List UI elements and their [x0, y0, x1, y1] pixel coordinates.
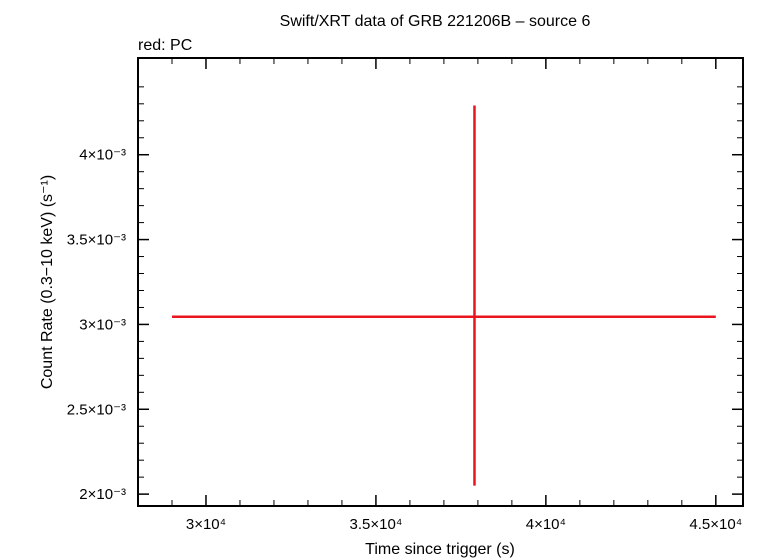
y-tick-label: 2×10⁻³	[79, 486, 126, 503]
y-tick-label: 3×10⁻³	[79, 316, 126, 333]
y-tick-label: 4×10⁻³	[79, 147, 126, 164]
y-axis-title: Count Rate (0.3−10 keV) (s⁻¹)	[39, 175, 56, 389]
x-tick-label: 3.5×10⁴	[350, 516, 403, 533]
plot-frame	[137, 57, 744, 507]
x-tick-label: 4×10⁴	[526, 516, 566, 533]
series-layer	[171, 105, 716, 486]
y-tick-labels: 2×10⁻³ 2.5×10⁻³ 3×10⁻³ 3.5×10⁻³ 4×10⁻³	[67, 147, 126, 503]
axis-ticks	[137, 58, 743, 506]
x-axis-title: Time since trigger (s)	[365, 541, 515, 558]
y-tick-label: 3.5×10⁻³	[67, 232, 126, 249]
x-tick-labels: 3×10⁴ 3.5×10⁴ 4×10⁴ 4.5×10⁴	[186, 516, 742, 533]
x-tick-label: 4.5×10⁴	[689, 516, 742, 533]
y-tick-label: 2.5×10⁻³	[67, 401, 126, 418]
x-tick-label: 3×10⁴	[186, 516, 226, 533]
chart-title: Swift/XRT data of GRB 221206B – source 6	[280, 13, 591, 30]
chart-subtitle: red: PC	[138, 37, 192, 54]
